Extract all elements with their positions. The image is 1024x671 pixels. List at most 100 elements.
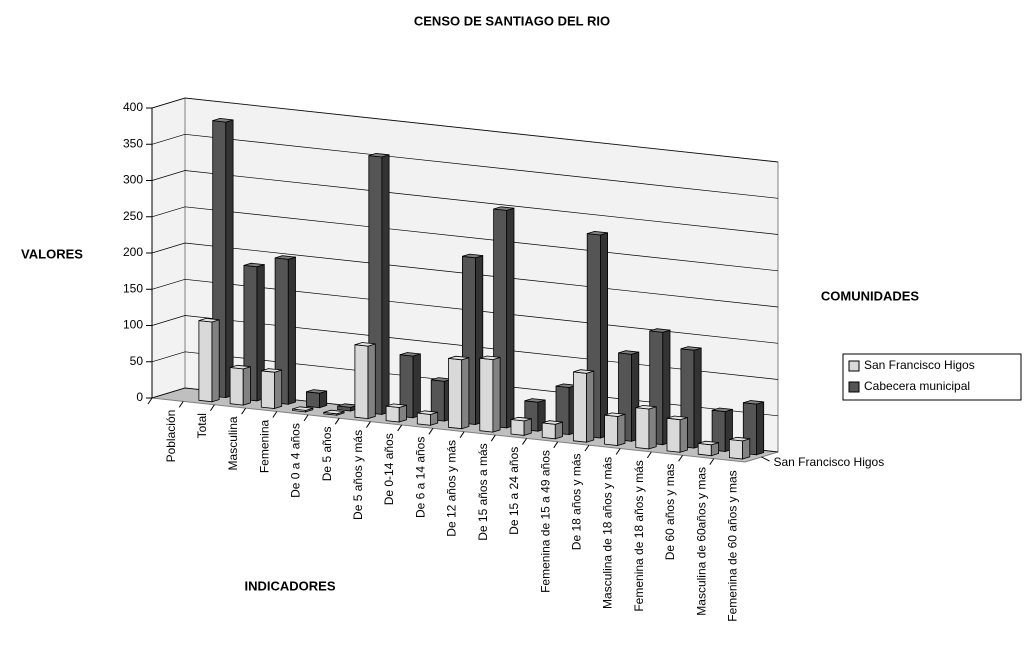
bar <box>385 403 407 423</box>
grid-line <box>151 315 779 380</box>
bar <box>479 355 501 433</box>
x-tick-label: De 60 años y mas <box>663 464 677 561</box>
bar-front <box>448 357 463 430</box>
bar-front <box>573 371 587 443</box>
bar <box>305 389 328 409</box>
bar-top <box>399 352 421 357</box>
bar-top <box>680 346 702 351</box>
bar <box>680 346 702 449</box>
bar-top <box>354 342 376 347</box>
x-axis-title: INDICADORES <box>244 578 335 593</box>
bar-side <box>600 232 608 439</box>
bar-top <box>604 412 626 417</box>
bar-top <box>524 398 546 403</box>
bar-side <box>319 390 328 409</box>
bar-front <box>416 412 431 426</box>
x-tick <box>210 404 215 412</box>
x-tick <box>459 431 465 438</box>
bar <box>354 342 376 420</box>
x-tick <box>490 434 496 442</box>
bar-top <box>417 410 438 415</box>
bar-top <box>243 262 265 268</box>
bar <box>541 420 563 440</box>
bar-side <box>554 421 563 440</box>
z-axis-title: COMUNIDADES <box>821 288 920 303</box>
bar-side <box>756 401 765 456</box>
bar <box>416 410 439 426</box>
x-tick <box>428 428 434 435</box>
bar-top <box>385 403 407 408</box>
bar-side <box>506 207 515 429</box>
x-tick <box>147 397 153 405</box>
x-tick-label: Masculina de 60años y mas <box>694 467 708 616</box>
bar-side <box>693 347 702 449</box>
bar <box>573 369 595 443</box>
bar-front <box>666 417 681 453</box>
bar-side <box>287 256 296 405</box>
z-tick-label: San Francisco Higos <box>774 455 885 469</box>
bar-top <box>635 404 657 410</box>
bar-front <box>510 419 525 436</box>
bar <box>635 404 657 450</box>
y-tick-label: 250 <box>123 209 143 223</box>
legend-box <box>842 353 1022 401</box>
bar-top <box>587 230 608 236</box>
x-tick <box>615 448 621 455</box>
bar-top <box>618 350 639 355</box>
bar-top <box>729 436 750 442</box>
bar-top <box>368 152 390 158</box>
x-tick <box>709 458 715 465</box>
bar <box>274 255 296 405</box>
bar-top <box>448 355 470 361</box>
bar <box>604 412 626 447</box>
bar <box>198 317 220 403</box>
bar-side <box>242 366 251 406</box>
grid-line <box>151 170 779 235</box>
bar-front <box>229 367 244 406</box>
x-tick-label: De 15 años a más <box>476 443 490 540</box>
x-tick-label: De 0 a 4 años <box>289 423 303 498</box>
bar-top <box>493 206 515 211</box>
bar-side <box>742 438 751 460</box>
y-tick-label: 200 <box>123 245 143 259</box>
x-tick <box>584 444 590 452</box>
legend-label: San Francisco Higos <box>864 358 975 372</box>
x-tick-label: Femenina <box>257 419 271 473</box>
x-tick <box>397 424 403 432</box>
bar-front <box>354 344 369 420</box>
bar <box>399 352 421 419</box>
bar-front <box>729 439 743 460</box>
x-tick <box>646 451 652 459</box>
x-tick-label: Población <box>164 410 178 463</box>
y-tick-label: 50 <box>130 354 144 368</box>
bar-top <box>711 407 733 413</box>
bar-top <box>292 406 314 411</box>
bar-top <box>229 364 251 370</box>
bar-top <box>212 117 234 123</box>
x-tick <box>303 414 309 422</box>
x-tick-label: De 15 a 24 años <box>507 447 521 535</box>
bar-side <box>617 413 626 447</box>
bar <box>323 409 345 416</box>
y-axis-title: VALORES <box>21 246 83 261</box>
bar-top <box>274 255 296 260</box>
bar-side <box>586 370 595 443</box>
grid-line <box>151 242 779 308</box>
bar-front <box>697 442 712 457</box>
bar-front <box>385 405 400 423</box>
grid-line <box>151 206 779 272</box>
bar-top <box>462 253 483 259</box>
bar-top <box>306 389 327 394</box>
bar-side <box>461 357 470 430</box>
bar-side <box>523 418 532 436</box>
bar-side <box>412 353 421 419</box>
bar-side <box>398 404 407 423</box>
bar-front <box>479 357 494 433</box>
y-tick-label: 400 <box>123 100 143 114</box>
x-tick-label: Femenina de 18 años y más <box>632 460 646 611</box>
bar-top <box>698 440 719 446</box>
x-tick-label: De 18 años y más <box>570 453 584 550</box>
x-tick <box>178 401 184 408</box>
bar-top <box>479 355 501 361</box>
bar <box>292 406 314 413</box>
